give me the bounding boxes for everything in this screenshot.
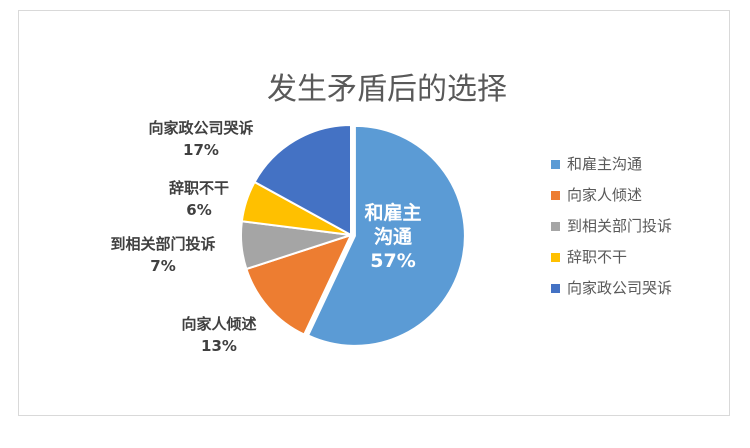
chart-frame: 发生矛盾后的选择 和雇主 沟通 57% 向家人倾述 13% 到相关部门投诉 7% 辞职不干 6%…: [18, 10, 730, 416]
chart-title: 发生矛盾后的选择: [267, 72, 507, 107]
pie-slice: [306, 124, 466, 347]
legend-swatch: [551, 284, 560, 293]
slice-percent-label: 57%: [370, 250, 415, 272]
legend-entry-label: 向家政公司哭诉: [567, 279, 672, 297]
legend-swatch: [551, 160, 560, 169]
slice-category-label: 和雇主: [364, 201, 421, 224]
slice-category-label: 到相关部门投诉: [110, 235, 215, 253]
legend-swatch: [551, 191, 560, 200]
slice-percent-label: 13%: [201, 337, 237, 355]
pie-slice: [253, 123, 352, 237]
slice-percent-label: 17%: [183, 141, 219, 159]
slice-category-label: 向家人倾述: [181, 315, 256, 333]
slice-percent-label: 6%: [186, 201, 211, 219]
pie-chart: 发生矛盾后的选择 和雇主沟通57%向家人倾述13%到相关部门投诉7%辞职不干6%…: [110, 72, 672, 355]
legend-entry-label: 向家人倾述: [567, 186, 642, 204]
legend-entry-label: 和雇主沟通: [567, 155, 642, 173]
legend-entry-label: 辞职不干: [567, 248, 627, 266]
legend-swatch: [551, 253, 560, 262]
pie-slice: [245, 233, 353, 336]
slice-category-label: 向家政公司哭诉: [148, 119, 253, 137]
slice-category-label: 辞职不干: [169, 179, 229, 197]
slice-category-label: 沟通: [374, 225, 413, 248]
legend-entry-label: 到相关部门投诉: [567, 217, 672, 235]
pie-slices: [240, 123, 466, 347]
slice-percent-label: 7%: [150, 257, 175, 275]
legend-swatch: [551, 222, 560, 231]
